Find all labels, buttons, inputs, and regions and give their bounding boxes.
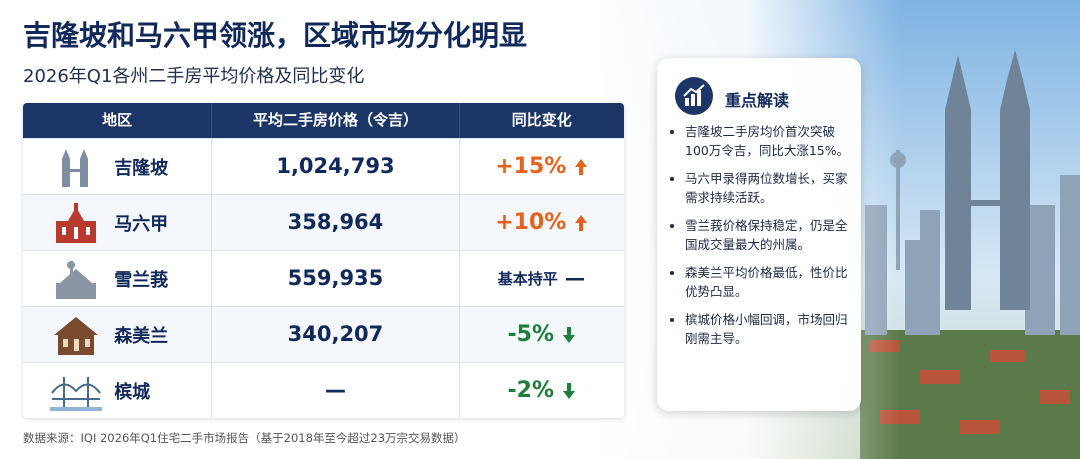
table: 地区 平均二手房价格（令吉） 同比变化 吉隆坡 1,024,793 +15% 马… xyxy=(23,103,624,418)
region-name: 森美兰 xyxy=(114,325,169,347)
region-name: 雪兰莪 xyxy=(114,269,169,291)
insight-item: 槟城价格小幅回调，市场回归刚需主导。 xyxy=(685,310,853,348)
insight-list: 吉隆坡二手房均价首次突破100万令吉，同比大涨15%。 马六甲录得两位数增长，买… xyxy=(671,122,853,357)
region-name: 马六甲 xyxy=(114,213,169,235)
insight-item: 马六甲录得两位数增长，买家需求持续活跃。 xyxy=(685,169,853,207)
yoy-change: 基本持平 xyxy=(497,270,558,288)
table-row: 吉隆坡 1,024,793 +15% xyxy=(23,138,624,194)
table-row: 槟城 — -2% xyxy=(23,362,624,418)
region-icon xyxy=(56,202,97,243)
up-arrow xyxy=(575,214,588,231)
price: 1,024,793 xyxy=(211,139,458,194)
table-row: 雪兰莪 559,935 基本持平 xyxy=(23,250,624,306)
subtitle: 2026年Q1各州二手房平均价格及同比变化 xyxy=(23,66,365,87)
insight-item: 森美兰平均价格最低，性价比优势凸显。 xyxy=(685,263,853,301)
price: 358,964 xyxy=(211,195,458,250)
insight-item: 吉隆坡二手房均价首次突破100万令吉，同比大涨15%。 xyxy=(685,122,853,160)
source-note: 数据来源：IQI 2026年Q1住宅二手市场报告（基于2018年至今超过23万宗… xyxy=(23,431,466,445)
yoy-change: +15% xyxy=(495,154,567,179)
region-icon xyxy=(62,148,89,187)
region-icon xyxy=(50,376,103,411)
down-arrow xyxy=(563,326,576,343)
table-row: 马六甲 358,964 +10% xyxy=(23,194,624,250)
title: 吉隆坡和马六甲领涨，区域市场分化明显 xyxy=(23,19,528,52)
table-header: 地区 平均二手房价格（令吉） 同比变化 xyxy=(23,103,624,138)
region-name: 吉隆坡 xyxy=(114,157,169,179)
column-header: 同比变化 xyxy=(458,103,624,138)
price: 340,207 xyxy=(211,307,458,362)
table-row: 森美兰 340,207 -5% xyxy=(23,306,624,362)
region-name: 槟城 xyxy=(114,381,151,403)
insight-title: 重点解读 xyxy=(725,91,790,110)
yoy-change: -5% xyxy=(507,322,555,347)
region-icon xyxy=(54,316,99,355)
insight-card: 重点解读 吉隆坡二手房均价首次突破100万令吉，同比大涨15%。 马六甲录得两位… xyxy=(657,58,861,411)
column-header: 地区 xyxy=(102,111,133,129)
yoy-change: +10% xyxy=(495,210,567,235)
price: 559,935 xyxy=(211,251,458,306)
insight-icon xyxy=(675,77,713,115)
column-header: 平均二手房价格（令吉） xyxy=(211,103,458,138)
flat-dash xyxy=(565,277,584,280)
down-arrow xyxy=(563,382,576,399)
price: — xyxy=(211,363,458,418)
region-icon xyxy=(56,260,97,299)
yoy-change: -2% xyxy=(507,378,555,403)
insight-item: 雪兰莪价格保持稳定，仍是全国成交量最大的州属。 xyxy=(685,216,853,254)
up-arrow xyxy=(575,158,588,175)
